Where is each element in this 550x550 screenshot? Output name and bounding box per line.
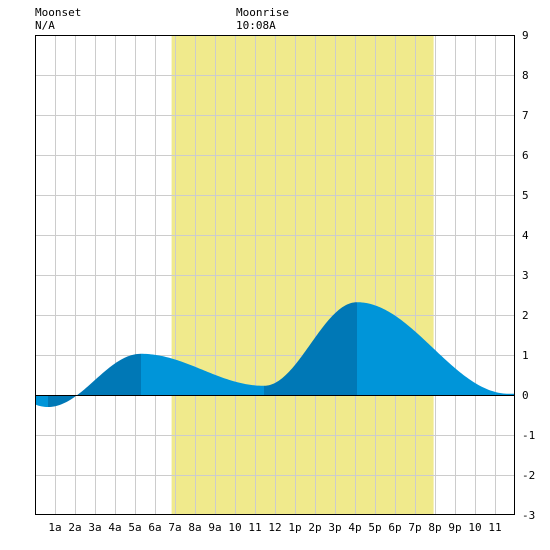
x-tick-label: 5p	[368, 521, 381, 534]
plot-frame	[35, 35, 515, 515]
x-tick-label: 2a	[68, 521, 81, 534]
x-tick-label: 5a	[128, 521, 141, 534]
y-tick-label: -1	[522, 429, 535, 442]
x-tick-label: 11	[488, 521, 501, 534]
y-tick-label: 3	[522, 269, 529, 282]
moonrise-value: 10:08A	[236, 19, 276, 32]
tide-curve	[35, 302, 515, 407]
y-tick-labels: -3 -2 -1 0 1 2 3 4 5 6 7 8 9	[522, 29, 535, 522]
tide-area-dark	[48, 353, 141, 407]
x-tick-label: 3p	[328, 521, 341, 534]
tide-area-light	[141, 353, 264, 395]
y-tick-label: 2	[522, 309, 529, 322]
y-tick-label: 0	[522, 389, 529, 402]
moonset-value: N/A	[35, 19, 55, 32]
x-tick-label: 9a	[208, 521, 221, 534]
x-tick-label: 4p	[348, 521, 361, 534]
moonrise-label: Moonrise	[236, 6, 289, 19]
y-tick-label: 7	[522, 109, 529, 122]
grid-lines	[35, 35, 515, 515]
moonset-label: Moonset	[35, 6, 82, 19]
x-tick-label: 7a	[168, 521, 181, 534]
x-tick-labels: 1a 2a 3a 4a 5a 6a 7a 8a 9a 10 11 12 1p 2p 3p 4p 5p 6p 7p 8p…	[48, 521, 501, 534]
x-tick-label: 2p	[308, 521, 321, 534]
y-tick-label: 6	[522, 149, 529, 162]
x-tick-label: 10	[228, 521, 241, 534]
y-tick-label: 9	[522, 29, 529, 42]
x-tick-label: 3a	[88, 521, 101, 534]
y-tick-label: 8	[522, 69, 529, 82]
y-tick-label: 4	[522, 229, 529, 242]
x-tick-label: 1p	[288, 521, 301, 534]
x-tick-label: 12	[268, 521, 281, 534]
y-tick-label: -3	[522, 509, 535, 522]
y-tick-label: -2	[522, 469, 535, 482]
x-tick-label: 9p	[448, 521, 461, 534]
x-tick-label: 6a	[148, 521, 161, 534]
tide-area-light	[357, 302, 515, 395]
tide-area-dark	[264, 302, 357, 395]
y-tick-label: 1	[522, 349, 529, 362]
x-tick-label: 4a	[108, 521, 121, 534]
x-tick-label: 6p	[388, 521, 401, 534]
tide-area-light	[35, 395, 48, 407]
x-tick-label: 8a	[188, 521, 201, 534]
x-tick-label: 8p	[428, 521, 441, 534]
x-tick-label: 7p	[408, 521, 421, 534]
chart-axes	[35, 35, 515, 515]
y-tick-label: 5	[522, 189, 529, 202]
x-tick-label: 11	[248, 521, 261, 534]
x-tick-label: 10	[468, 521, 481, 534]
x-tick-label: 1a	[48, 521, 61, 534]
